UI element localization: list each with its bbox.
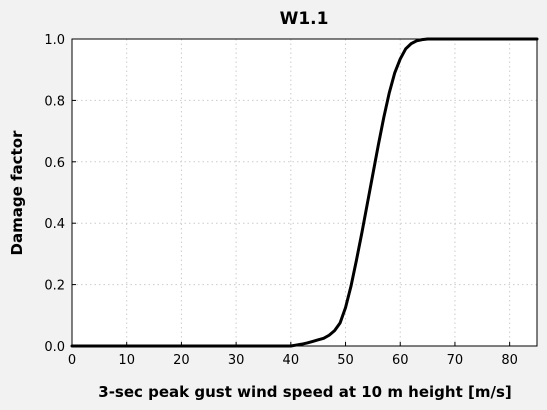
y-tick-label: 0.6 bbox=[44, 156, 65, 171]
y-tick-label: 0.4 bbox=[44, 217, 65, 232]
grid bbox=[72, 39, 537, 346]
y-tick-label: 0.8 bbox=[44, 94, 65, 109]
x-tick-label: 40 bbox=[283, 353, 300, 368]
x-tick-label: 70 bbox=[447, 353, 464, 368]
plot-background bbox=[72, 39, 537, 346]
y-tick-label: 0.2 bbox=[44, 279, 65, 294]
x-tick-label: 80 bbox=[501, 353, 518, 368]
y-tick-label: 1.0 bbox=[44, 33, 65, 48]
y-axis-label: Damage factor bbox=[8, 130, 26, 255]
x-tick-label: 60 bbox=[392, 353, 409, 368]
series-line bbox=[70, 37, 539, 348]
x-tick-label: 20 bbox=[173, 353, 190, 368]
chart-title: W1.1 bbox=[280, 9, 329, 29]
x-axis-label: 3-sec peak gust wind speed at 10 m heigh… bbox=[98, 383, 511, 401]
x-tick-label: 30 bbox=[228, 353, 245, 368]
plot-frame bbox=[71, 38, 538, 347]
y-tick-label: 0.0 bbox=[44, 340, 65, 355]
x-tick-label: 0 bbox=[68, 353, 76, 368]
y-axis-ticks: 0.0 0.2 0.4 0.6 0.8 1.0 bbox=[44, 33, 76, 355]
x-tick-label: 10 bbox=[118, 353, 135, 368]
x-axis-ticks: 0 10 20 30 40 50 60 70 80 bbox=[68, 342, 518, 368]
x-tick-label: 50 bbox=[337, 353, 354, 368]
